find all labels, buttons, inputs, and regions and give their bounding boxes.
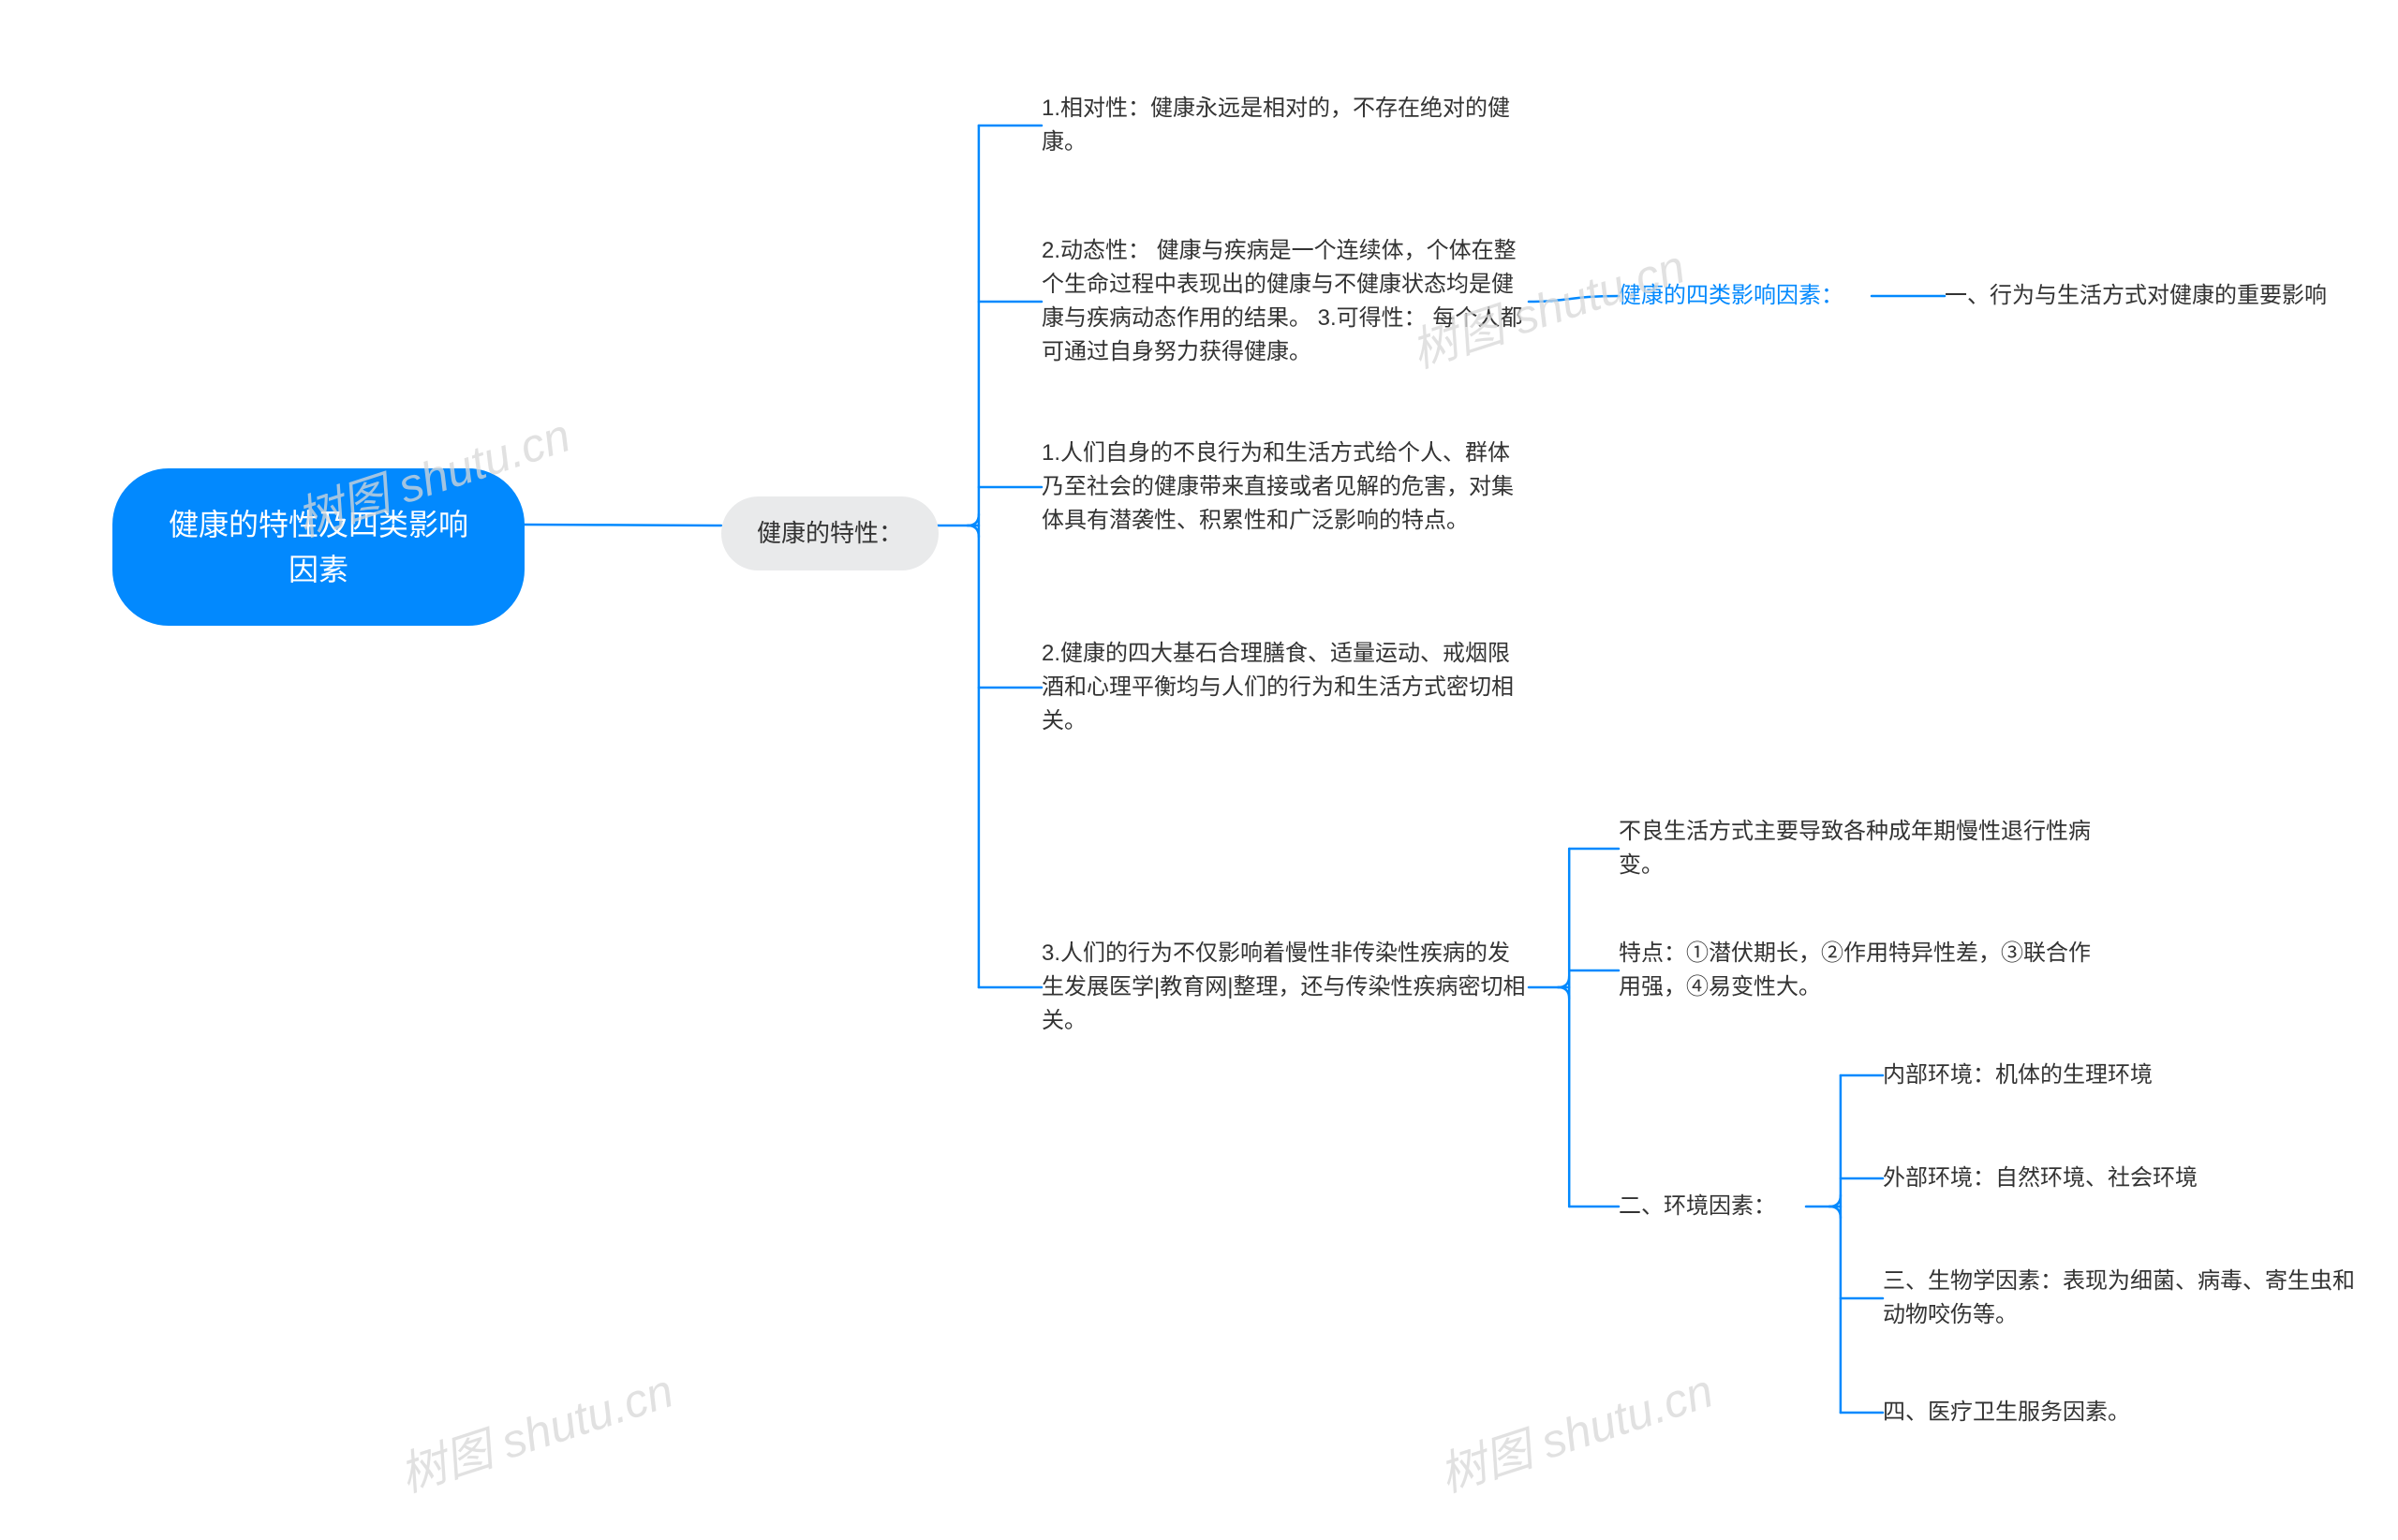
leaf-four-cornerstones[interactable]: 2.健康的四大基石合理膳食、适量运动、戒烟限酒和心理平衡均与人们的行为和生活方式…: [1042, 637, 1529, 738]
leaf-internal-env[interactable]: 内部环境：机体的生理环境: [1883, 1059, 2153, 1092]
leaf-biological-factor[interactable]: 三、生物学因素：表现为细菌、病毒、寄生虫和动物咬伤等。: [1883, 1265, 2370, 1332]
leaf-behavior-harm[interactable]: 1.人们自身的不良行为和生活方式给个人、群体乃至社会的健康带来直接或者见解的危害…: [1042, 437, 1529, 538]
leaf-relativity[interactable]: 1.相对性：健康永远是相对的，不存在绝对的健康。: [1042, 92, 1529, 159]
leaf-medical-service[interactable]: 四、医疗卫生服务因素。: [1883, 1396, 2130, 1429]
leaf-features[interactable]: 特点：①潜伏期长，②作用特异性差，③联合作用强，④易变性大。: [1619, 937, 2106, 1004]
leaf-bad-lifestyle[interactable]: 不良生活方式主要导致各种成年期慢性退行性病变。: [1619, 815, 2106, 882]
watermark: 树图 shutu.cn: [1429, 1354, 1720, 1505]
leaf-factor-behavior[interactable]: 一、行为与生活方式对健康的重要影响: [1945, 279, 2327, 313]
watermark: 树图 shutu.cn: [390, 1354, 680, 1505]
leaf-env-factor-label[interactable]: 二、环境因素：: [1619, 1190, 1776, 1223]
leaf-external-env[interactable]: 外部环境：自然环境、社会环境: [1883, 1162, 2198, 1195]
leaf-chronic-infectious[interactable]: 3.人们的行为不仅影响着慢性非传染性疾病的发生发展医学|教育网|整理，还与传染性…: [1042, 937, 1529, 1038]
branch-health-characteristics[interactable]: 健康的特性：: [721, 496, 939, 570]
